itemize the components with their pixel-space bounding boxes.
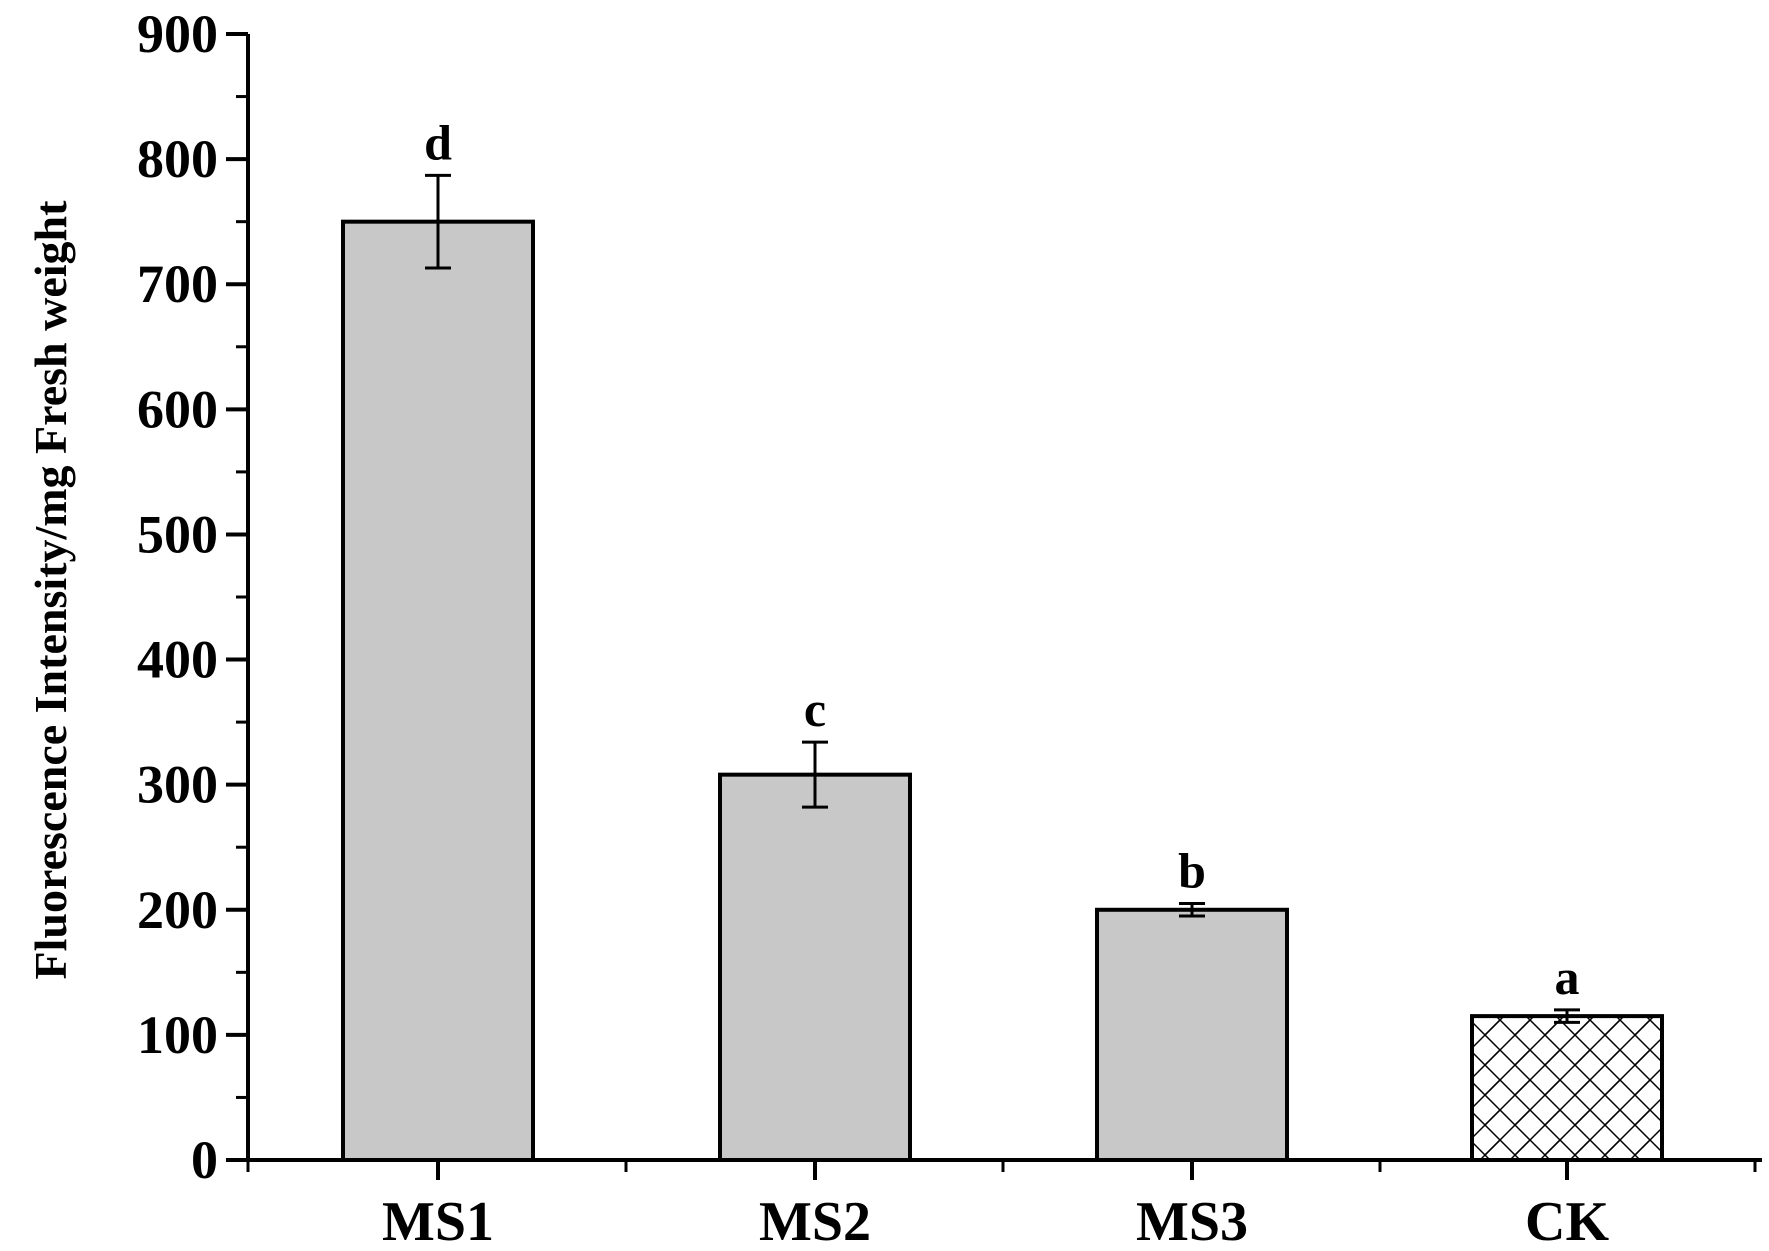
y-tick-label: 500 — [137, 504, 218, 564]
y-tick-label: 200 — [137, 880, 218, 940]
bar-ms2 — [718, 772, 912, 1162]
significance-label: b — [1178, 843, 1206, 899]
bar-ms1 — [341, 219, 535, 1162]
bar-ck — [1470, 1014, 1664, 1162]
y-tick-label: 900 — [137, 4, 218, 64]
y-tick-label: 600 — [137, 379, 218, 439]
y-axis-ticks: 0 100 200 300 400 500 600 700 800 900 — [137, 4, 248, 1190]
bars — [341, 219, 1664, 1162]
y-axis-title: Fluorescence Intensity/mg Fresh weight — [25, 200, 76, 980]
x-category-label: MS3 — [1136, 1191, 1248, 1251]
y-tick-label: 300 — [137, 755, 218, 815]
significance-label: c — [804, 681, 826, 737]
y-tick-label: 400 — [137, 630, 218, 690]
y-tick-label: 700 — [137, 254, 218, 314]
significance-label: d — [424, 114, 452, 170]
x-axis-ticks: MS1 MS2 MS3 CK — [246, 1160, 1757, 1251]
bar-ms3 — [1095, 907, 1289, 1162]
x-category-label: CK — [1525, 1191, 1609, 1251]
significance-labels: d c b a — [424, 114, 1579, 1004]
error-bars — [425, 173, 1580, 1024]
y-tick-label: 100 — [137, 1005, 218, 1065]
x-category-label: MS2 — [759, 1191, 871, 1251]
significance-label: a — [1555, 949, 1580, 1005]
y-tick-label: 800 — [137, 129, 218, 189]
y-tick-label: 0 — [191, 1130, 218, 1190]
x-category-label: MS1 — [382, 1191, 494, 1251]
